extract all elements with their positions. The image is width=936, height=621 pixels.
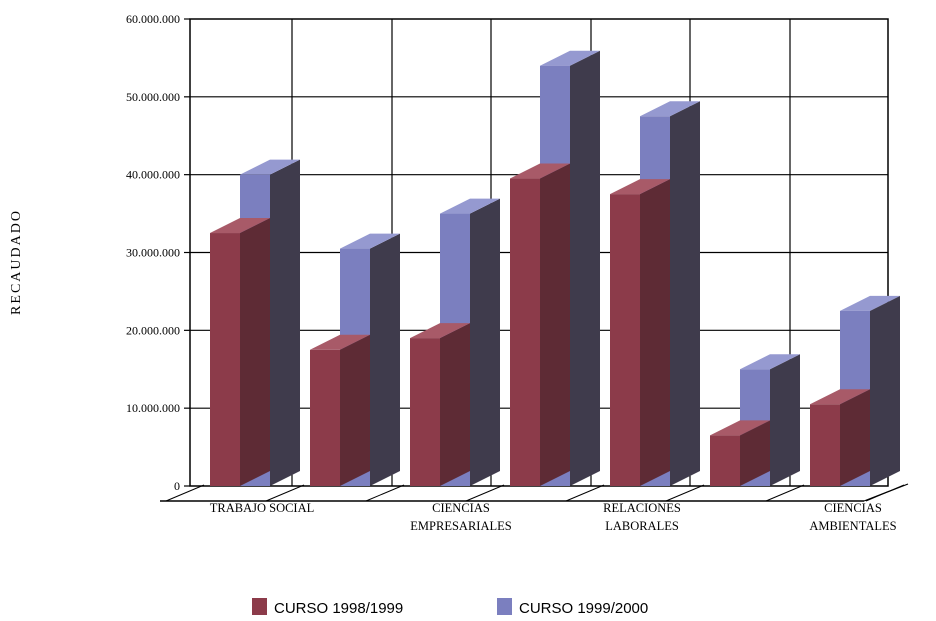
bar-side (470, 198, 500, 487)
bar-top (410, 323, 470, 339)
bar-top (540, 50, 600, 66)
bar-side (370, 233, 400, 486)
bar-side (770, 354, 800, 486)
y-axis-ticks: 0 10.000.000 20.000.000 30.000.000 40.000.00… (126, 12, 190, 493)
floor-slat (665, 484, 705, 502)
floor-slat (465, 484, 505, 502)
category-label: TRABAJO SOCIAL (210, 501, 315, 515)
category-label: CIENCIAS AMBIENTALES (809, 501, 896, 533)
floor-slat (765, 484, 805, 502)
bar-side (640, 179, 670, 486)
category-labels: TRABAJO SOCIAL CIENCIAS EMPRESARIALES RELAC… (210, 501, 897, 533)
category-label-line: LABORALES (605, 519, 679, 533)
category-label-line: CIENCIAS (432, 501, 490, 515)
y-tick-label: 50.000.000 (126, 90, 180, 104)
legend-label-1998: CURSO 1998/1999 (274, 600, 403, 617)
bar-top (740, 354, 800, 370)
floor-slat (165, 484, 205, 502)
bar-side (670, 101, 700, 487)
bar-1998-1999 (810, 389, 870, 486)
legend: CURSO 1998/1999 CURSO 1999/2000 (252, 598, 648, 617)
y-tick-label: 60.000.000 (126, 12, 180, 26)
bar-top (510, 163, 570, 179)
bar-side (240, 218, 270, 486)
legend-swatch-1998 (252, 598, 267, 615)
legend-swatch-1999 (497, 598, 512, 615)
chart-floor (160, 483, 909, 502)
bar-front (810, 404, 840, 486)
legend-label-1999: CURSO 1999/2000 (519, 600, 648, 617)
bar-1998-1999 (410, 323, 470, 486)
category-label-line: TRABAJO SOCIAL (210, 501, 315, 515)
bar-front (310, 349, 340, 486)
bar-top (210, 218, 270, 234)
bar-side (570, 50, 600, 486)
category-label-line: EMPRESARIALES (410, 519, 511, 533)
bar-top (640, 101, 700, 117)
bar-front (710, 435, 740, 486)
bar-front (610, 194, 640, 486)
bars (210, 50, 900, 487)
y-tick-label: 30.000.000 (126, 246, 180, 260)
bar-side (440, 323, 470, 486)
bar-side (270, 159, 300, 486)
floor-slat (865, 484, 905, 502)
bar-1998-1999 (510, 163, 570, 486)
bar-side (870, 295, 900, 486)
floor-slat (565, 484, 605, 502)
bar-1998-1999 (210, 218, 270, 486)
y-tick-label: 40.000.000 (126, 168, 180, 182)
bar-front (510, 178, 540, 486)
category-label-line: AMBIENTALES (809, 519, 896, 533)
bar-side (340, 334, 370, 486)
bar-top (840, 295, 900, 311)
bar-front (210, 233, 240, 486)
bar-1998-1999 (610, 179, 670, 486)
bar-front (410, 338, 440, 486)
bar-top (610, 179, 670, 195)
category-label: RELACIONES LABORALES (603, 501, 681, 533)
floor-slat (365, 484, 405, 502)
category-label: CIENCIAS EMPRESARIALES (410, 501, 511, 533)
floor-slat (265, 484, 305, 502)
bar-side (840, 389, 870, 486)
bar-1998-1999 (310, 334, 370, 486)
bar-1998-1999 (710, 420, 770, 486)
bar-top (710, 420, 770, 436)
bar-top (240, 159, 300, 175)
bar-top (810, 389, 870, 405)
y-axis-label: RECAUDADO (9, 209, 24, 315)
y-tick-label: 20.000.000 (126, 323, 180, 337)
y-tick-label: 0 (174, 479, 180, 493)
category-label-line: CIENCIAS (824, 501, 882, 515)
bar-side (740, 420, 770, 486)
bar-top (340, 233, 400, 249)
y-tick-label: 10.000.000 (126, 401, 180, 415)
bar-side (540, 163, 570, 486)
bar-top (440, 198, 500, 214)
category-label-line: RELACIONES (603, 501, 681, 515)
bar-top (310, 334, 370, 350)
